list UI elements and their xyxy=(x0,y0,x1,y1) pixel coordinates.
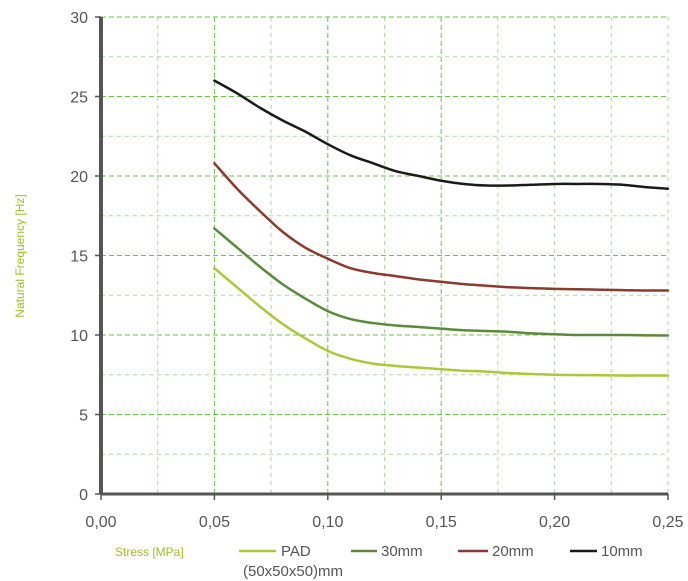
legend-label-pad: PAD xyxy=(281,543,311,560)
legend: PAD (50x50x50)mm 30mm 20mm 10mm xyxy=(239,543,643,580)
legend-item-30mm: 30mm xyxy=(351,543,423,560)
y-axis-label: Natural Frequency [Hz] xyxy=(13,194,27,317)
x-axis-label: Stress [MPa] xyxy=(115,545,184,559)
x-tick-label: 0,15 xyxy=(426,514,457,531)
x-tick-label: 0,05 xyxy=(199,514,230,531)
y-tick-label: 15 xyxy=(70,249,88,266)
legend-label-20mm: 20mm xyxy=(492,543,534,560)
legend-label-30mm: 30mm xyxy=(381,543,423,560)
x-tick-label: 0,10 xyxy=(312,514,343,531)
series-lines xyxy=(213,79,670,377)
y-tick-labels: 0 5 10 15 20 25 30 xyxy=(70,10,88,504)
y-tick-label: 25 xyxy=(70,90,88,107)
series-line-20mm xyxy=(213,162,670,292)
x-tick-labels: 0,00 0,05 0,10 0,15 0,20 0,25 xyxy=(85,514,683,531)
series-line-10mm xyxy=(213,79,670,190)
y-tick-label: 5 xyxy=(79,408,88,425)
series-line-pad xyxy=(213,266,670,377)
legend-item-20mm: 20mm xyxy=(458,543,534,560)
x-tick-label: 0,00 xyxy=(85,514,116,531)
axes xyxy=(95,16,669,500)
series-line-30mm xyxy=(213,227,670,337)
y-tick-label: 10 xyxy=(70,328,88,345)
legend-item-10mm: 10mm xyxy=(570,543,643,560)
y-tick-label: 0 xyxy=(79,487,88,504)
x-tick-label: 0,20 xyxy=(539,514,570,531)
y-tick-label: 20 xyxy=(70,169,88,186)
legend-label-10mm: 10mm xyxy=(601,543,643,560)
legend-label-pad-line2: (50x50x50)mm xyxy=(243,563,343,580)
legend-item-pad: PAD (50x50x50)mm xyxy=(239,543,343,580)
y-tick-label: 30 xyxy=(70,10,88,27)
grid xyxy=(100,16,669,495)
x-tick-label: 0,25 xyxy=(652,514,683,531)
